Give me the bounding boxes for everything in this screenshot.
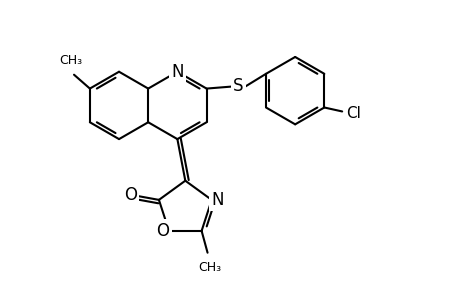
Text: N: N: [211, 191, 224, 209]
Text: Cl: Cl: [345, 106, 360, 121]
Text: O: O: [156, 222, 169, 240]
Text: N: N: [171, 63, 183, 81]
Text: O: O: [123, 186, 136, 204]
Text: S: S: [233, 76, 243, 94]
Text: CH₃: CH₃: [197, 261, 221, 274]
Text: CH₃: CH₃: [59, 54, 83, 67]
